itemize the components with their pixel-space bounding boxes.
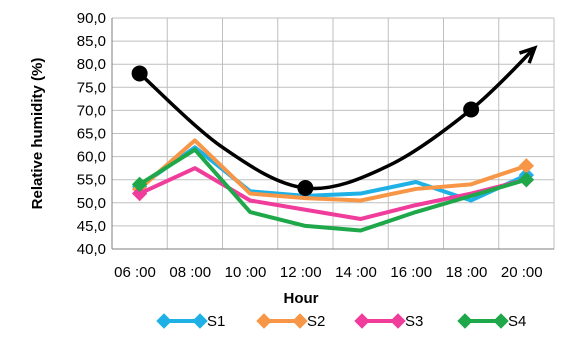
legend-marker xyxy=(354,313,370,329)
x-tick-label: 12 :00 xyxy=(280,264,322,281)
legend-marker xyxy=(292,313,308,329)
legend-marker xyxy=(493,313,509,329)
legend-label: S3 xyxy=(405,313,423,330)
legend-item-S4: S4 xyxy=(457,313,526,330)
legend-item-S2: S2 xyxy=(256,313,325,330)
y-tick-label: 55,0 xyxy=(77,172,106,189)
legend-item-S1: S1 xyxy=(156,313,225,330)
legend-marker xyxy=(192,313,208,329)
annotation-point xyxy=(463,101,480,118)
annotation-curve-group xyxy=(131,45,538,197)
x-tick-label: 06 :00 xyxy=(114,264,156,281)
y-tick-label: 60,0 xyxy=(77,149,106,166)
y-tick-label: 75,0 xyxy=(77,79,106,96)
y-tick-label: 85,0 xyxy=(77,33,106,50)
legend-item-S3: S3 xyxy=(354,313,423,330)
legend-marker xyxy=(256,313,272,329)
y-ticks: 40,0 45,0 50,0 55,0 60,0 65,0 70,0 75,0 80,0 85,0… xyxy=(77,10,106,258)
legend-label: S2 xyxy=(307,313,325,330)
x-tick-label: 20 :00 xyxy=(501,264,543,281)
y-tick-label: 65,0 xyxy=(77,126,106,143)
y-axis-label: Relative humidity (%) xyxy=(29,58,46,210)
series-group xyxy=(131,138,535,233)
data-point xyxy=(131,176,148,193)
x-tick-label: 10 :00 xyxy=(225,264,267,281)
legend: S1 S2 S3 S4 xyxy=(156,313,526,330)
series-line-S2 xyxy=(138,138,528,203)
legend-label: S4 xyxy=(508,313,526,330)
series-S4 xyxy=(131,147,535,233)
legend-marker xyxy=(156,313,172,329)
x-tick-label: 16 :00 xyxy=(390,264,432,281)
annotation-point xyxy=(131,65,148,82)
y-tick-label: 90,0 xyxy=(77,10,106,27)
data-point xyxy=(518,158,535,174)
x-tick-label: 14 :00 xyxy=(335,264,377,281)
y-tick-label: 45,0 xyxy=(77,218,106,235)
legend-label: S1 xyxy=(207,313,225,330)
x-axis-label: Hour xyxy=(284,290,319,307)
axes xyxy=(111,18,554,250)
y-tick-label: 70,0 xyxy=(77,102,106,119)
data-point xyxy=(131,185,148,202)
series-line-S4 xyxy=(138,147,527,233)
annotation-point xyxy=(297,180,314,197)
annotation-arrowhead xyxy=(518,45,538,64)
legend-marker xyxy=(390,313,406,329)
x-ticks: 06 :00 08 :00 10 :00 12 :00 14 :00 16 :00 18 :… xyxy=(114,264,542,281)
y-tick-label: 40,0 xyxy=(77,241,106,258)
data-point xyxy=(518,171,535,188)
annotation-curve xyxy=(138,46,536,191)
y-tick-label: 80,0 xyxy=(77,56,106,73)
y-tick-label: 50,0 xyxy=(77,195,106,212)
series-line-S3 xyxy=(138,166,527,221)
legend-marker xyxy=(457,313,473,329)
x-tick-label: 18 :00 xyxy=(446,264,488,281)
x-tick-label: 08 :00 xyxy=(169,264,211,281)
